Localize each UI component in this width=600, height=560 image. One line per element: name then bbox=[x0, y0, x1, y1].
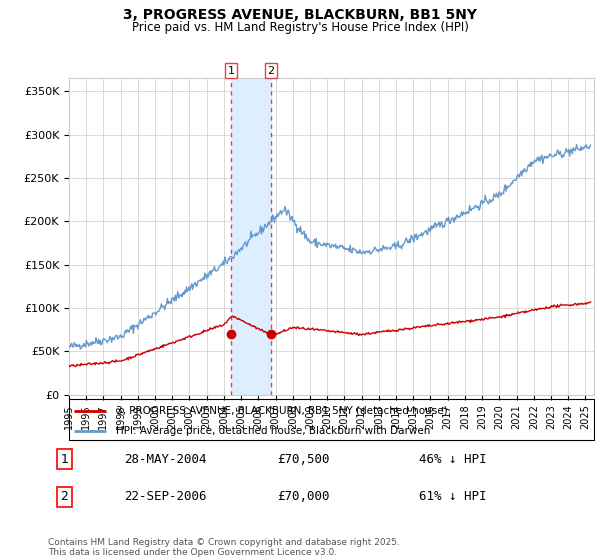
Text: 2: 2 bbox=[268, 66, 274, 76]
Bar bbox=[231, 78, 271, 395]
Text: Contains HM Land Registry data © Crown copyright and database right 2025.
This d: Contains HM Land Registry data © Crown c… bbox=[48, 538, 400, 557]
Text: 22-SEP-2006: 22-SEP-2006 bbox=[124, 491, 207, 503]
Text: 2: 2 bbox=[61, 491, 68, 503]
Text: 3, PROGRESS AVENUE, BLACKBURN, BB1 5NY: 3, PROGRESS AVENUE, BLACKBURN, BB1 5NY bbox=[123, 8, 477, 22]
Text: £70,000: £70,000 bbox=[277, 491, 330, 503]
Text: HPI: Average price, detached house, Blackburn with Darwen: HPI: Average price, detached house, Blac… bbox=[116, 426, 431, 436]
Text: Price paid vs. HM Land Registry's House Price Index (HPI): Price paid vs. HM Land Registry's House … bbox=[131, 21, 469, 34]
Text: 1: 1 bbox=[227, 66, 235, 76]
Text: £70,500: £70,500 bbox=[277, 452, 330, 465]
Text: 61% ↓ HPI: 61% ↓ HPI bbox=[419, 491, 487, 503]
Text: 46% ↓ HPI: 46% ↓ HPI bbox=[419, 452, 487, 465]
Text: 1: 1 bbox=[61, 452, 68, 465]
Text: 3, PROGRESS AVENUE, BLACKBURN, BB1 5NY (detached house): 3, PROGRESS AVENUE, BLACKBURN, BB1 5NY (… bbox=[116, 405, 448, 416]
Text: 28-MAY-2004: 28-MAY-2004 bbox=[124, 452, 207, 465]
